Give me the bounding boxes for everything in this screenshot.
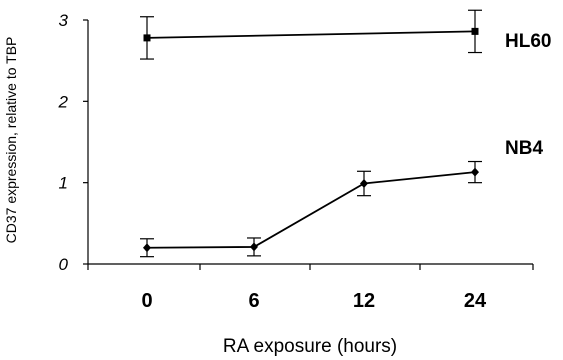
data-point	[250, 242, 258, 252]
x-tick-label: 24	[464, 290, 487, 312]
labels: RA exposure (hours) CD37 expression, rel…	[3, 37, 397, 357]
series-hl60: HL60	[140, 9, 551, 60]
x-tick-label: 6	[248, 290, 259, 312]
y-axis-title: CD37 expression, relative to TBP	[3, 37, 19, 244]
data-point	[471, 27, 479, 35]
series-nb4: NB4	[140, 138, 543, 258]
series-line	[146, 171, 476, 249]
series-label: HL60	[505, 31, 551, 52]
data-point	[143, 243, 151, 253]
y-tick-label: 0	[59, 255, 69, 274]
y-tick-label: 1	[59, 174, 68, 193]
x-tick-label: 0	[141, 290, 152, 312]
series-label: NB4	[505, 138, 543, 159]
x-tick-label: 12	[353, 290, 375, 312]
axes	[87, 20, 533, 265]
y-tick-label: 2	[58, 92, 69, 111]
data-point	[471, 167, 479, 177]
data-point	[360, 178, 368, 188]
data-point	[143, 34, 151, 42]
series-layer: HL60 NB4	[140, 9, 551, 258]
series-line	[146, 30, 476, 39]
y-tick-label: 3	[59, 11, 69, 30]
x-axis-title: RA exposure (hours)	[223, 336, 397, 357]
